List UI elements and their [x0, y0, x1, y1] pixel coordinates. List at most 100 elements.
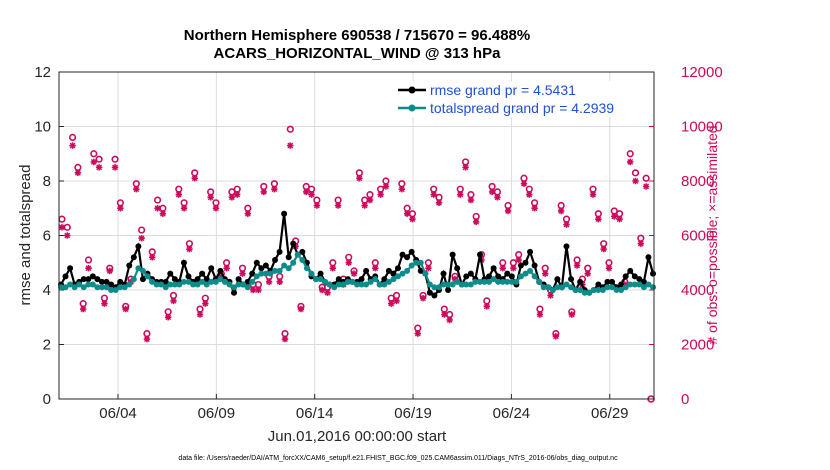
obs-assimilated-marker	[196, 311, 204, 318]
y2-axis-label: # of obs: o=possible; ×=assimilated	[704, 125, 720, 344]
rmse-point	[595, 281, 602, 288]
totalspread-point	[226, 281, 233, 288]
totalspread-point	[394, 273, 401, 280]
totalspread-point	[240, 281, 247, 288]
y-tick-label: 4	[43, 282, 51, 299]
totalspread-point	[545, 284, 552, 291]
totalspread-point	[171, 281, 178, 288]
data-file-footnote: data file: /Users/raeder/DAI/ATM_forcXX/…	[178, 455, 618, 462]
totalspread-point	[577, 287, 584, 293]
obs-assimilated-marker	[557, 207, 565, 215]
totalspread-point	[504, 278, 511, 285]
rmse-point	[299, 248, 306, 255]
obs-assimilated-marker	[472, 218, 480, 226]
obs-possible-marker	[435, 193, 443, 201]
totalspread-point	[490, 276, 497, 283]
rmse-point	[199, 270, 206, 277]
rmse-point	[180, 259, 187, 266]
obs-assimilated-marker	[69, 142, 76, 149]
totalspread-point	[540, 284, 547, 291]
totalspread-point	[208, 278, 215, 285]
obs-assimilated-marker	[318, 286, 326, 294]
obs-assimilated-marker	[398, 185, 406, 193]
totalspread-point	[563, 281, 570, 288]
obs-possible-marker	[600, 240, 608, 248]
totalspread-point	[458, 281, 465, 288]
obs-assimilated-marker	[568, 311, 575, 318]
obs-assimilated-marker	[611, 213, 618, 220]
totalspread-point	[449, 281, 456, 288]
totalspread-point	[162, 284, 169, 291]
totalspread-point	[508, 278, 515, 285]
totalspread-point	[89, 281, 96, 288]
totalspread-point	[180, 278, 187, 285]
obs-assimilated-marker	[499, 265, 506, 272]
obs-possible-marker	[307, 185, 316, 193]
rmse-point	[454, 265, 461, 272]
totalspread-point	[435, 284, 442, 291]
obs-possible-marker	[185, 240, 194, 248]
obs-possible-marker	[281, 330, 289, 338]
obs-assimilated-marker	[377, 191, 384, 198]
obs-assimilated-marker	[149, 254, 156, 261]
obs-possible-marker	[488, 182, 496, 191]
totalspread-point	[517, 273, 524, 280]
obs-assimilated-marker	[234, 191, 241, 198]
totalspread-point	[130, 276, 137, 283]
totalspread-point	[495, 278, 502, 285]
obs-assimilated-marker	[403, 210, 411, 217]
obs-possible-marker	[286, 125, 294, 133]
obs-possible-marker	[63, 223, 71, 231]
y-tick-label: 12	[34, 64, 51, 81]
obs-assimilated-marker	[133, 185, 140, 193]
obs-assimilated-marker	[180, 205, 188, 212]
totalspread-point	[139, 267, 146, 274]
obs-possible-marker	[531, 199, 539, 207]
obs-possible-marker	[637, 234, 645, 242]
rmse-point	[98, 278, 105, 285]
obs-possible-marker	[631, 169, 640, 177]
rmse-point	[449, 251, 456, 258]
rmse-point	[486, 273, 493, 280]
obs-possible-marker	[201, 294, 209, 302]
totalspread-point	[267, 270, 274, 277]
totalspread-point	[235, 281, 242, 288]
obs-assimilated-marker	[563, 221, 570, 228]
obs-assimilated-marker	[388, 300, 395, 307]
obs-assimilated-marker	[101, 300, 108, 307]
totalspread-point	[294, 251, 301, 258]
totalspread-point	[404, 267, 411, 274]
obs-assimilated-marker	[488, 188, 496, 196]
totalspread-point	[221, 278, 228, 285]
obs-assimilated-marker	[297, 305, 305, 313]
legend-rmse-marker	[408, 86, 416, 94]
rmse-point	[563, 243, 570, 250]
totalspread-point	[613, 287, 620, 293]
totalspread-point	[190, 281, 197, 288]
totalspread-point	[153, 281, 160, 288]
rmse-point	[609, 278, 616, 285]
obs-possible-marker	[180, 199, 188, 207]
obs-possible-marker	[79, 300, 87, 308]
y-tick-label: 0	[43, 391, 51, 408]
obs-assimilated-marker	[441, 311, 448, 318]
totalspread-point	[554, 284, 561, 291]
obs-assimilated-marker	[510, 265, 517, 272]
totalspread-point	[631, 281, 638, 288]
obs-assimilated-marker	[642, 183, 650, 190]
totalspread-point	[486, 278, 493, 285]
rmse-point	[399, 251, 406, 258]
rmse-point	[381, 276, 388, 283]
rmse-point	[517, 262, 524, 269]
obs-assimilated-marker	[276, 278, 283, 286]
obs-possible-marker	[403, 204, 411, 212]
obs-possible-marker	[589, 185, 597, 193]
obs-assimilated-marker	[329, 265, 336, 272]
totalspread-point	[426, 281, 433, 288]
y2-axis-ticks: 0 2000 4000 6000 8000 10000 12000	[649, 64, 723, 408]
obs-assimilated-marker	[79, 305, 87, 313]
obs-possible-marker	[169, 291, 178, 300]
x-axis-label: Jun.01,2016 00:00:00 start	[268, 428, 447, 445]
obs-possible-marker	[562, 215, 571, 223]
totalspread-point	[467, 281, 474, 288]
